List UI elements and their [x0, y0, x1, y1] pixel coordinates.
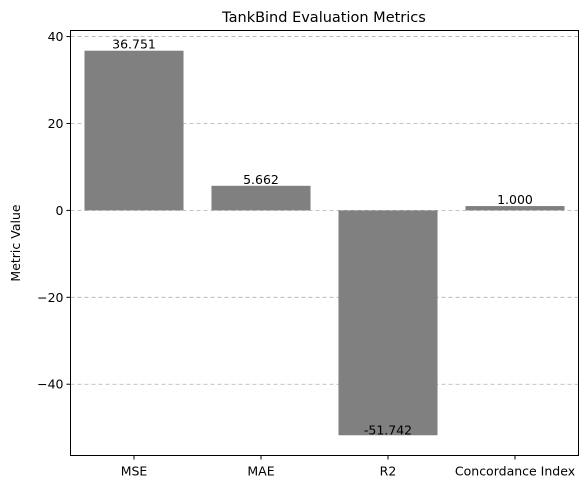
x-axis-ticks: MSE MAE R2 Concordance Index	[121, 455, 575, 479]
bar	[211, 185, 311, 211]
bars	[84, 50, 565, 436]
bar	[338, 210, 438, 436]
chart-title: TankBind Evaluation Metrics	[221, 10, 426, 26]
x-tick-label: MSE	[121, 464, 148, 479]
y-tick-label: 40	[48, 29, 64, 44]
bar	[84, 50, 184, 211]
bar-value-label: -51.742	[364, 422, 412, 437]
bar-value-label: 36.751	[112, 37, 156, 52]
bar-value-label: 1.000	[497, 192, 533, 207]
x-tick-label: MAE	[247, 464, 274, 479]
y-axis-ticks: 40 20 0 −20 −40	[37, 29, 71, 392]
y-tick-label: −20	[37, 290, 63, 305]
y-tick-label: 20	[48, 116, 64, 131]
x-tick-label: Concordance Index	[455, 464, 575, 479]
x-tick-label: R2	[380, 464, 397, 479]
bar-value-label: 5.662	[243, 172, 279, 187]
y-axis-label: Metric Value	[8, 204, 23, 281]
y-tick-label: −40	[37, 377, 63, 392]
bar-value-labels: 36.751 5.662 -51.742 1.000	[112, 37, 533, 438]
bar	[465, 206, 565, 211]
plot-frame	[70, 30, 579, 456]
y-tick-label: 0	[56, 203, 64, 218]
